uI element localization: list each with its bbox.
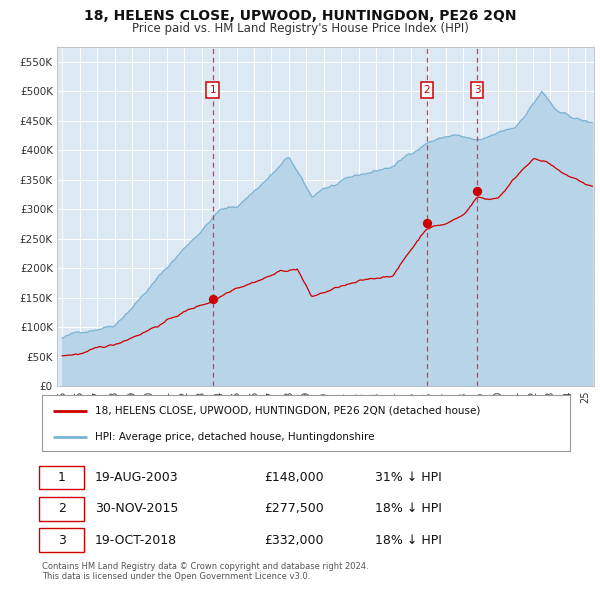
Text: 3: 3 xyxy=(474,84,481,94)
Text: £332,000: £332,000 xyxy=(264,533,323,546)
Text: HPI: Average price, detached house, Huntingdonshire: HPI: Average price, detached house, Hunt… xyxy=(95,432,374,442)
Text: £277,500: £277,500 xyxy=(264,502,323,516)
Point xyxy=(472,186,482,195)
Point xyxy=(422,218,432,228)
Text: Price paid vs. HM Land Registry's House Price Index (HPI): Price paid vs. HM Land Registry's House … xyxy=(131,22,469,35)
Text: 2: 2 xyxy=(58,502,66,516)
FancyBboxPatch shape xyxy=(40,466,84,490)
Text: 18% ↓ HPI: 18% ↓ HPI xyxy=(374,502,442,516)
Text: 18% ↓ HPI: 18% ↓ HPI xyxy=(374,533,442,546)
Text: 30-NOV-2015: 30-NOV-2015 xyxy=(95,502,178,516)
FancyBboxPatch shape xyxy=(42,395,570,451)
Text: 2: 2 xyxy=(424,84,430,94)
Text: Contains HM Land Registry data © Crown copyright and database right 2024.
This d: Contains HM Land Registry data © Crown c… xyxy=(42,562,368,581)
Text: 18, HELENS CLOSE, UPWOOD, HUNTINGDON, PE26 2QN (detached house): 18, HELENS CLOSE, UPWOOD, HUNTINGDON, PE… xyxy=(95,406,480,416)
Point xyxy=(208,294,217,304)
Text: 1: 1 xyxy=(58,471,66,484)
FancyBboxPatch shape xyxy=(40,529,84,552)
Text: £148,000: £148,000 xyxy=(264,471,323,484)
Text: 19-AUG-2003: 19-AUG-2003 xyxy=(95,471,178,484)
Text: 18, HELENS CLOSE, UPWOOD, HUNTINGDON, PE26 2QN: 18, HELENS CLOSE, UPWOOD, HUNTINGDON, PE… xyxy=(84,9,516,24)
Text: 3: 3 xyxy=(58,533,66,546)
Text: 19-OCT-2018: 19-OCT-2018 xyxy=(95,533,177,546)
Text: 1: 1 xyxy=(209,84,216,94)
Text: 31% ↓ HPI: 31% ↓ HPI xyxy=(374,471,442,484)
FancyBboxPatch shape xyxy=(40,497,84,520)
